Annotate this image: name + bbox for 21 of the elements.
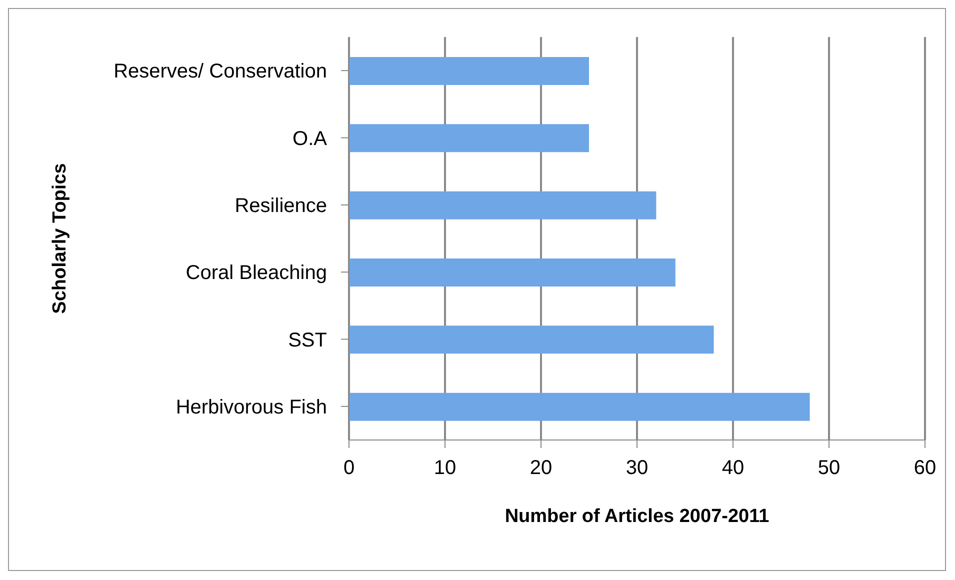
x-tick-label: 30: [626, 457, 648, 480]
x-tick-label: 50: [818, 457, 840, 480]
y-tick-label: Coral Bleaching: [186, 262, 327, 284]
bar: [349, 392, 810, 421]
y-tick-label: Reserves/ Conservation: [114, 60, 327, 83]
x-tick-label: 20: [530, 457, 552, 480]
y-axis-title: Scholarly Topics: [50, 163, 71, 314]
bar: [349, 57, 589, 85]
y-tick-label: O.A: [292, 128, 328, 150]
x-tick-label: 40: [722, 457, 744, 480]
y-tick-label: Herbivorous Fish: [176, 396, 327, 419]
x-tick-label: 10: [434, 457, 456, 480]
bar: [349, 326, 714, 354]
x-tick-label: 60: [914, 457, 936, 480]
y-tick-label: SST: [288, 329, 327, 352]
y-tick-label: Resilience: [234, 195, 327, 218]
bar: [349, 258, 676, 286]
x-tick-label: 0: [343, 457, 355, 480]
bar: [349, 124, 589, 152]
x-axis-title: Number of Articles 2007-2011: [504, 506, 770, 527]
bar: [349, 191, 656, 220]
